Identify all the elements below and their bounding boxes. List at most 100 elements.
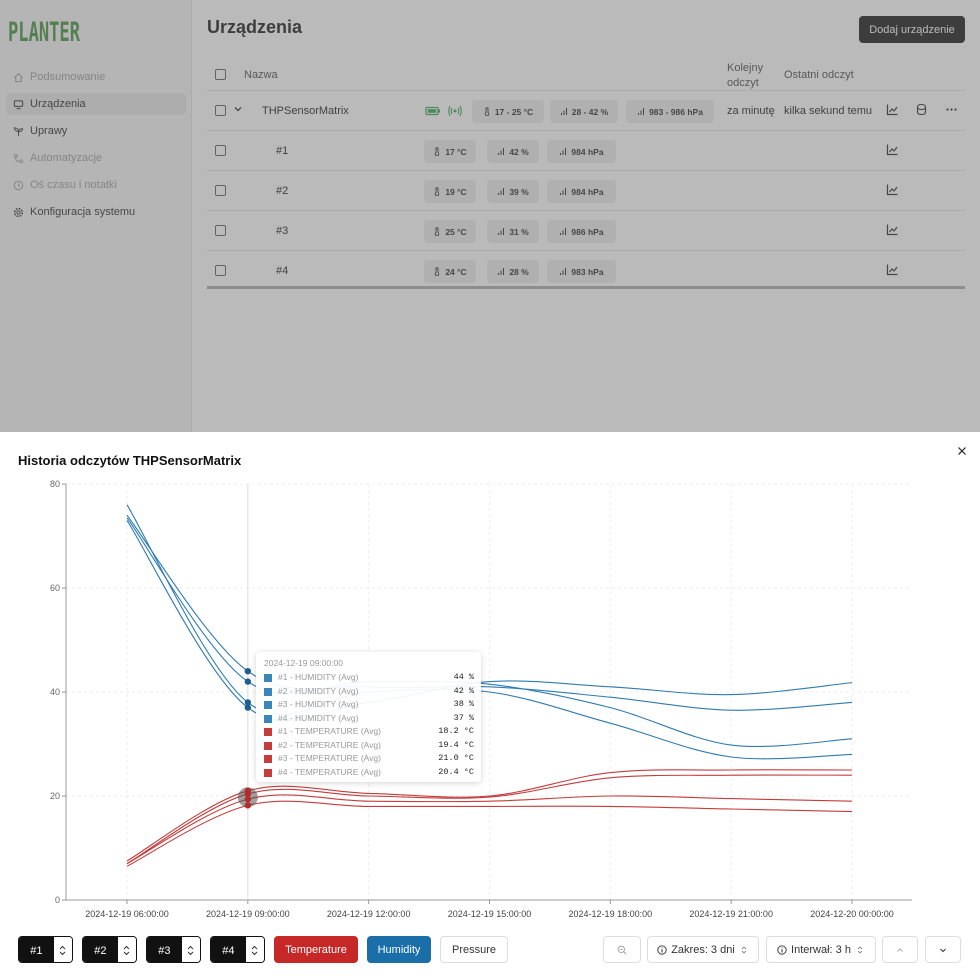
zoom-out-button[interactable] <box>603 936 641 963</box>
pressure-value: 983 hPa <box>571 266 604 277</box>
humidity-toggle[interactable]: Humidity <box>367 936 431 963</box>
humidity-series-line <box>126 514 853 711</box>
tooltip-swatch <box>264 755 272 763</box>
table-row[interactable]: #1 17 °C 42 % 984 hPa <box>207 131 965 171</box>
close-icon <box>958 447 966 455</box>
chevron-up-button[interactable] <box>882 936 918 963</box>
humidity-value: 28 % <box>509 266 529 277</box>
zoom-out-icon <box>617 945 627 954</box>
up-down-arrows-icon <box>741 945 747 954</box>
chevron-down-icon[interactable] <box>233 104 243 114</box>
x-tick-label: 2024-12-19 12:00:00 <box>327 909 411 919</box>
temperature-badge: 17 °C <box>424 140 476 163</box>
pressure-toggle[interactable]: Pressure <box>440 936 508 963</box>
row-checkbox[interactable] <box>215 145 226 156</box>
temperature-value: 17 °C <box>445 146 467 157</box>
stack-icon[interactable] <box>915 103 928 116</box>
select-all-checkbox[interactable] <box>215 69 226 80</box>
devices-icon <box>12 98 24 110</box>
sensor-name[interactable]: #4 <box>276 265 289 277</box>
tooltip-swatch <box>264 674 272 682</box>
up-down-arrows-icon[interactable] <box>245 937 264 962</box>
bars-icon <box>498 188 505 195</box>
bars-icon <box>560 148 567 155</box>
tooltip-row: #4 - HUMIDITY (Avg) 37 % <box>264 713 474 725</box>
up-down-arrows-icon[interactable] <box>53 937 72 962</box>
sensor-2-stepper[interactable]: #2 <box>82 936 137 963</box>
sidebar-item-crops[interactable]: Uprawy <box>6 120 186 142</box>
table-row[interactable]: #4 24 °C 28 % 983 hPa <box>207 251 965 291</box>
app-background: PLANTER Podsumowanie Urządzenia Uprawy A… <box>0 0 980 432</box>
range-select[interactable]: Zakres: 3 dni <box>647 936 759 963</box>
pressure-range-badge: 983 - 986 hPa <box>626 100 714 123</box>
sensor-4-label[interactable]: #4 <box>211 937 246 962</box>
table-row[interactable]: #3 25 °C 31 % 986 hPa <box>207 211 965 251</box>
sensor-name[interactable]: #3 <box>276 225 289 237</box>
sensor-1-label[interactable]: #1 <box>19 937 54 962</box>
sensor-3-label[interactable]: #3 <box>147 937 182 962</box>
table-row-parent[interactable]: THPSensorMatrix 17 - 25 °C 28 - 42 % 983… <box>207 91 965 131</box>
tooltip-swatch <box>264 728 272 736</box>
clock-icon <box>12 179 24 191</box>
interval-select[interactable]: Interwał: 3 h <box>766 936 876 963</box>
chart-icon[interactable] <box>886 143 899 156</box>
sensor-2-label[interactable]: #2 <box>83 937 118 962</box>
row-checkbox[interactable] <box>215 265 226 276</box>
thermometer-icon <box>435 147 440 156</box>
sensor-name[interactable]: #1 <box>276 145 289 157</box>
row-checkbox[interactable] <box>215 105 226 116</box>
chart-icon[interactable] <box>886 103 899 116</box>
chart-icon[interactable] <box>886 263 899 276</box>
thermometer-icon <box>435 267 440 276</box>
more-options-icon[interactable] <box>945 103 958 116</box>
temperature-toggle[interactable]: Temperature <box>274 936 358 963</box>
temperature-point <box>244 795 252 803</box>
sidebar-item-timeline[interactable]: Oś czasu i notatki <box>6 174 186 196</box>
sensor-1-stepper[interactable]: #1 <box>18 936 73 963</box>
pressure-value: 984 hPa <box>571 186 604 197</box>
table-row[interactable]: #2 19 °C 39 % 984 hPa <box>207 171 965 211</box>
sidebar-item-automations[interactable]: Automatyzacje <box>6 147 186 169</box>
thermometer-icon <box>484 107 490 116</box>
up-down-arrows-icon[interactable] <box>181 937 200 962</box>
y-tick-label: 40 <box>50 687 60 697</box>
temperature-point <box>244 802 252 809</box>
bars-icon <box>560 268 567 275</box>
sidebar-item-label: Oś czasu i notatki <box>30 179 117 191</box>
humidity-value: 42 % <box>509 146 529 157</box>
add-device-button[interactable]: Dodaj urządzenie <box>859 16 965 43</box>
modal-backdrop[interactable] <box>0 0 980 432</box>
row-checkbox[interactable] <box>215 225 226 236</box>
battery-icon <box>425 106 440 116</box>
tooltip-value: 44 % <box>453 672 474 682</box>
device-name[interactable]: THPSensorMatrix <box>262 105 349 117</box>
sensor-3-stepper[interactable]: #3 <box>146 936 201 963</box>
pressure-badge: 983 hPa <box>547 260 616 283</box>
tooltip-swatch <box>264 741 272 750</box>
sidebar-item-label: Konfiguracja systemu <box>30 206 136 218</box>
history-chart[interactable]: 0 20 40 60 80 2024-12-19 06:00:00 2024-12-19 0… <box>0 472 980 932</box>
row-checkbox[interactable] <box>215 185 226 196</box>
close-button[interactable] <box>955 444 969 458</box>
chart-icon[interactable] <box>886 223 899 236</box>
sidebar-item-summary[interactable]: Podsumowanie <box>6 66 186 88</box>
history-sheet: Historia odczytów THPSensorMatrix 0 20 40 6… <box>0 432 980 980</box>
temperature-value: 24 °C <box>445 266 467 277</box>
sidebar-item-devices[interactable]: Urządzenia <box>6 93 186 115</box>
temperature-badge: 25 °C <box>424 220 476 243</box>
sensor-name[interactable]: #2 <box>276 185 289 197</box>
sidebar-item-system-config[interactable]: Konfiguracja systemu <box>6 201 186 223</box>
chevron-down-icon <box>940 948 946 952</box>
last-reading-value: kilka sekund temu <box>784 105 873 117</box>
sensor-4-stepper[interactable]: #4 <box>210 936 265 963</box>
up-down-arrows-icon[interactable] <box>117 937 136 962</box>
chevron-down-button[interactable] <box>925 936 961 963</box>
tooltip-value: 42 % <box>453 685 474 696</box>
bars-icon <box>498 228 505 235</box>
chart-icon[interactable] <box>886 183 899 196</box>
thermometer-icon <box>435 227 440 236</box>
humidity-point <box>244 699 252 706</box>
chart-tooltip: 2024-12-19 09:00:00 #1 - HUMIDITY (Avg) 4… <box>256 652 481 782</box>
chart-controls: #1 #2 #3 #4 Temperature Humidity Pressur… <box>0 936 980 964</box>
device-status <box>425 104 465 118</box>
